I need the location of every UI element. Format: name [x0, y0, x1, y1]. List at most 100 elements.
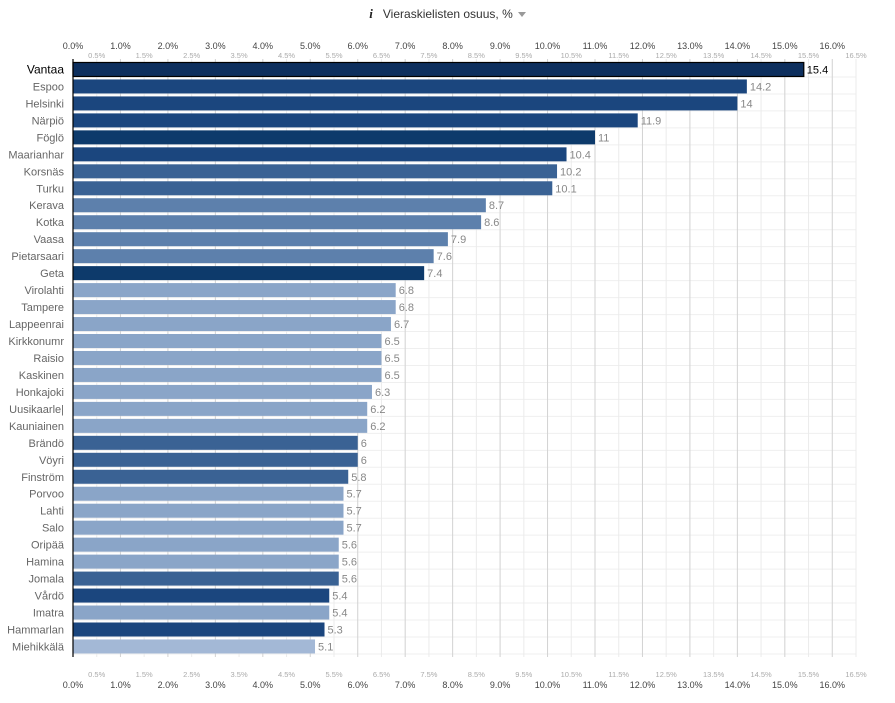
value-label: 6.7 [394, 319, 409, 331]
x-tick-label-bottom: 0.0% [63, 680, 84, 690]
value-label: 10.1 [555, 183, 576, 195]
bar[interactable] [73, 79, 747, 94]
x-tick-label-top: 8.0% [442, 41, 463, 51]
bar[interactable] [73, 469, 349, 484]
x-tick-label-top: 4.0% [253, 41, 274, 51]
bar[interactable] [73, 350, 382, 365]
category-label: Oripää [31, 540, 65, 552]
x-tick-label-top: 6.0% [347, 41, 368, 51]
value-label: 11 [598, 132, 609, 144]
x-tick-label-top: 0.0% [63, 41, 84, 51]
x-tick-label-bottom: 15.0% [772, 680, 798, 690]
category-label: Maarianhar [8, 149, 64, 161]
bar[interactable] [73, 283, 396, 298]
bar[interactable] [73, 401, 368, 416]
value-label: 6.5 [384, 370, 399, 382]
category-label: Virolahti [24, 285, 64, 297]
value-label: 6 [361, 438, 367, 450]
category-label: Kaskinen [19, 370, 64, 382]
x-tick-label-bottom: 5.0% [300, 680, 321, 690]
x-minor-tick-label-top: 5.5% [325, 51, 342, 60]
bar[interactable] [73, 537, 339, 552]
bar[interactable] [73, 435, 358, 450]
category-label: Honkajoki [16, 387, 64, 399]
category-label: Imatra [33, 608, 65, 620]
bar[interactable] [73, 300, 396, 315]
category-label: Finström [21, 472, 64, 484]
bar[interactable] [73, 571, 339, 586]
bar[interactable] [73, 418, 368, 433]
category-label: Föglö [36, 132, 64, 144]
chart-header: i Vieraskielisten osuus, % [0, 6, 895, 24]
bar[interactable] [73, 486, 344, 501]
category-label: Vantaa [27, 62, 64, 76]
bar[interactable] [73, 164, 558, 179]
bar[interactable] [73, 147, 567, 162]
x-minor-tick-label-bottom: 13.5% [703, 670, 725, 679]
bar[interactable] [73, 96, 738, 111]
bar[interactable] [73, 334, 382, 349]
bar[interactable] [73, 181, 553, 196]
bar[interactable] [73, 605, 330, 620]
x-tick-label-bottom: 7.0% [395, 680, 416, 690]
value-label: 8.7 [489, 200, 504, 212]
value-label: 10.4 [570, 149, 591, 161]
category-label: Närpiö [32, 115, 64, 127]
bar[interactable] [73, 113, 638, 128]
bar[interactable] [73, 384, 372, 399]
x-minor-tick-label-top: 8.5% [468, 51, 485, 60]
x-minor-tick-label-bottom: 16.5% [845, 670, 867, 679]
bar[interactable] [73, 452, 358, 467]
bar[interactable] [73, 639, 316, 654]
bar[interactable] [73, 622, 325, 637]
x-tick-label-bottom: 13.0% [677, 680, 703, 690]
value-label: 6.8 [399, 302, 414, 314]
caret-down-icon[interactable] [517, 12, 526, 18]
bar[interactable] [73, 215, 482, 230]
bar[interactable] [73, 130, 595, 145]
x-minor-tick-label-bottom: 11.5% [608, 670, 629, 679]
x-tick-label-top: 5.0% [300, 41, 321, 51]
x-minor-tick-label-bottom: 4.5% [278, 670, 295, 679]
x-minor-tick-label-bottom: 1.5% [136, 670, 153, 679]
x-tick-label-top: 15.0% [772, 41, 798, 51]
x-tick-label-bottom: 9.0% [490, 680, 511, 690]
value-label: 6.2 [370, 421, 385, 433]
bar[interactable] [73, 520, 344, 535]
x-minor-tick-label-top: 13.5% [703, 51, 725, 60]
category-label: Vaasa [34, 234, 65, 246]
x-minor-tick-label-bottom: 14.5% [750, 670, 772, 679]
x-minor-tick-label-top: 1.5% [136, 51, 153, 60]
info-icon[interactable]: i [369, 6, 373, 21]
value-label: 8.6 [484, 217, 499, 229]
category-label: Hammarlan [7, 624, 64, 636]
bar[interactable] [73, 503, 344, 518]
value-label: 14.2 [750, 81, 771, 93]
x-tick-label-bottom: 6.0% [347, 680, 368, 690]
x-tick-label-bottom: 11.0% [583, 680, 608, 690]
value-label: 5.7 [346, 523, 361, 535]
bar[interactable] [73, 367, 382, 382]
x-minor-tick-label-top: 14.5% [750, 51, 772, 60]
bar[interactable] [73, 588, 330, 603]
x-minor-tick-label-top: 11.5% [608, 51, 629, 60]
value-label: 6.8 [399, 285, 414, 297]
bar[interactable] [73, 554, 339, 569]
bar[interactable] [72, 61, 805, 78]
x-minor-tick-label-top: 6.5% [373, 51, 390, 60]
value-label: 7.9 [451, 234, 466, 246]
bar[interactable] [73, 317, 391, 332]
x-tick-label-bottom: 8.0% [442, 680, 463, 690]
bar[interactable] [73, 249, 434, 264]
bar[interactable] [73, 198, 486, 213]
bar[interactable] [73, 266, 425, 281]
category-label: Hamina [26, 557, 65, 569]
x-minor-tick-label-top: 10.5% [561, 51, 583, 60]
category-label: Turku [36, 183, 64, 195]
bar[interactable] [73, 232, 448, 247]
category-label: Vårdö [35, 591, 64, 603]
x-tick-label-bottom: 2.0% [158, 680, 179, 690]
category-label: Korsnäs [24, 166, 65, 178]
x-tick-label-bottom: 14.0% [725, 680, 751, 690]
